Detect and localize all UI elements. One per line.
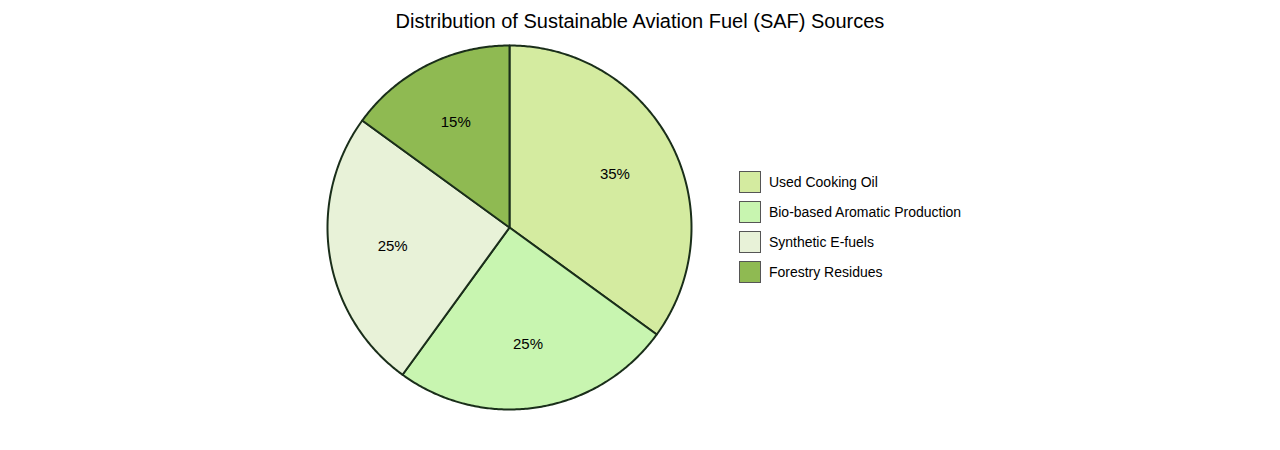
svg-text:35%: 35% xyxy=(600,165,630,182)
html-text:Bio-based Aromatic Production: Bio-based Aromatic Production xyxy=(768,204,962,220)
html-text:Used Cooking Oil: Used Cooking Oil xyxy=(768,174,878,190)
svg-text:25%: 25% xyxy=(513,335,543,352)
svg-text:15%: 15% xyxy=(441,113,471,130)
svg-text:25%: 25% xyxy=(378,237,408,254)
html-text:Distribution of Sustainable Av: Distribution of Sustainable Aviation Fue… xyxy=(395,10,885,32)
html-text:Forestry Residues: Forestry Residues xyxy=(768,264,883,280)
html-text:Synthetic E-fuels: Synthetic E-fuels xyxy=(768,234,874,250)
